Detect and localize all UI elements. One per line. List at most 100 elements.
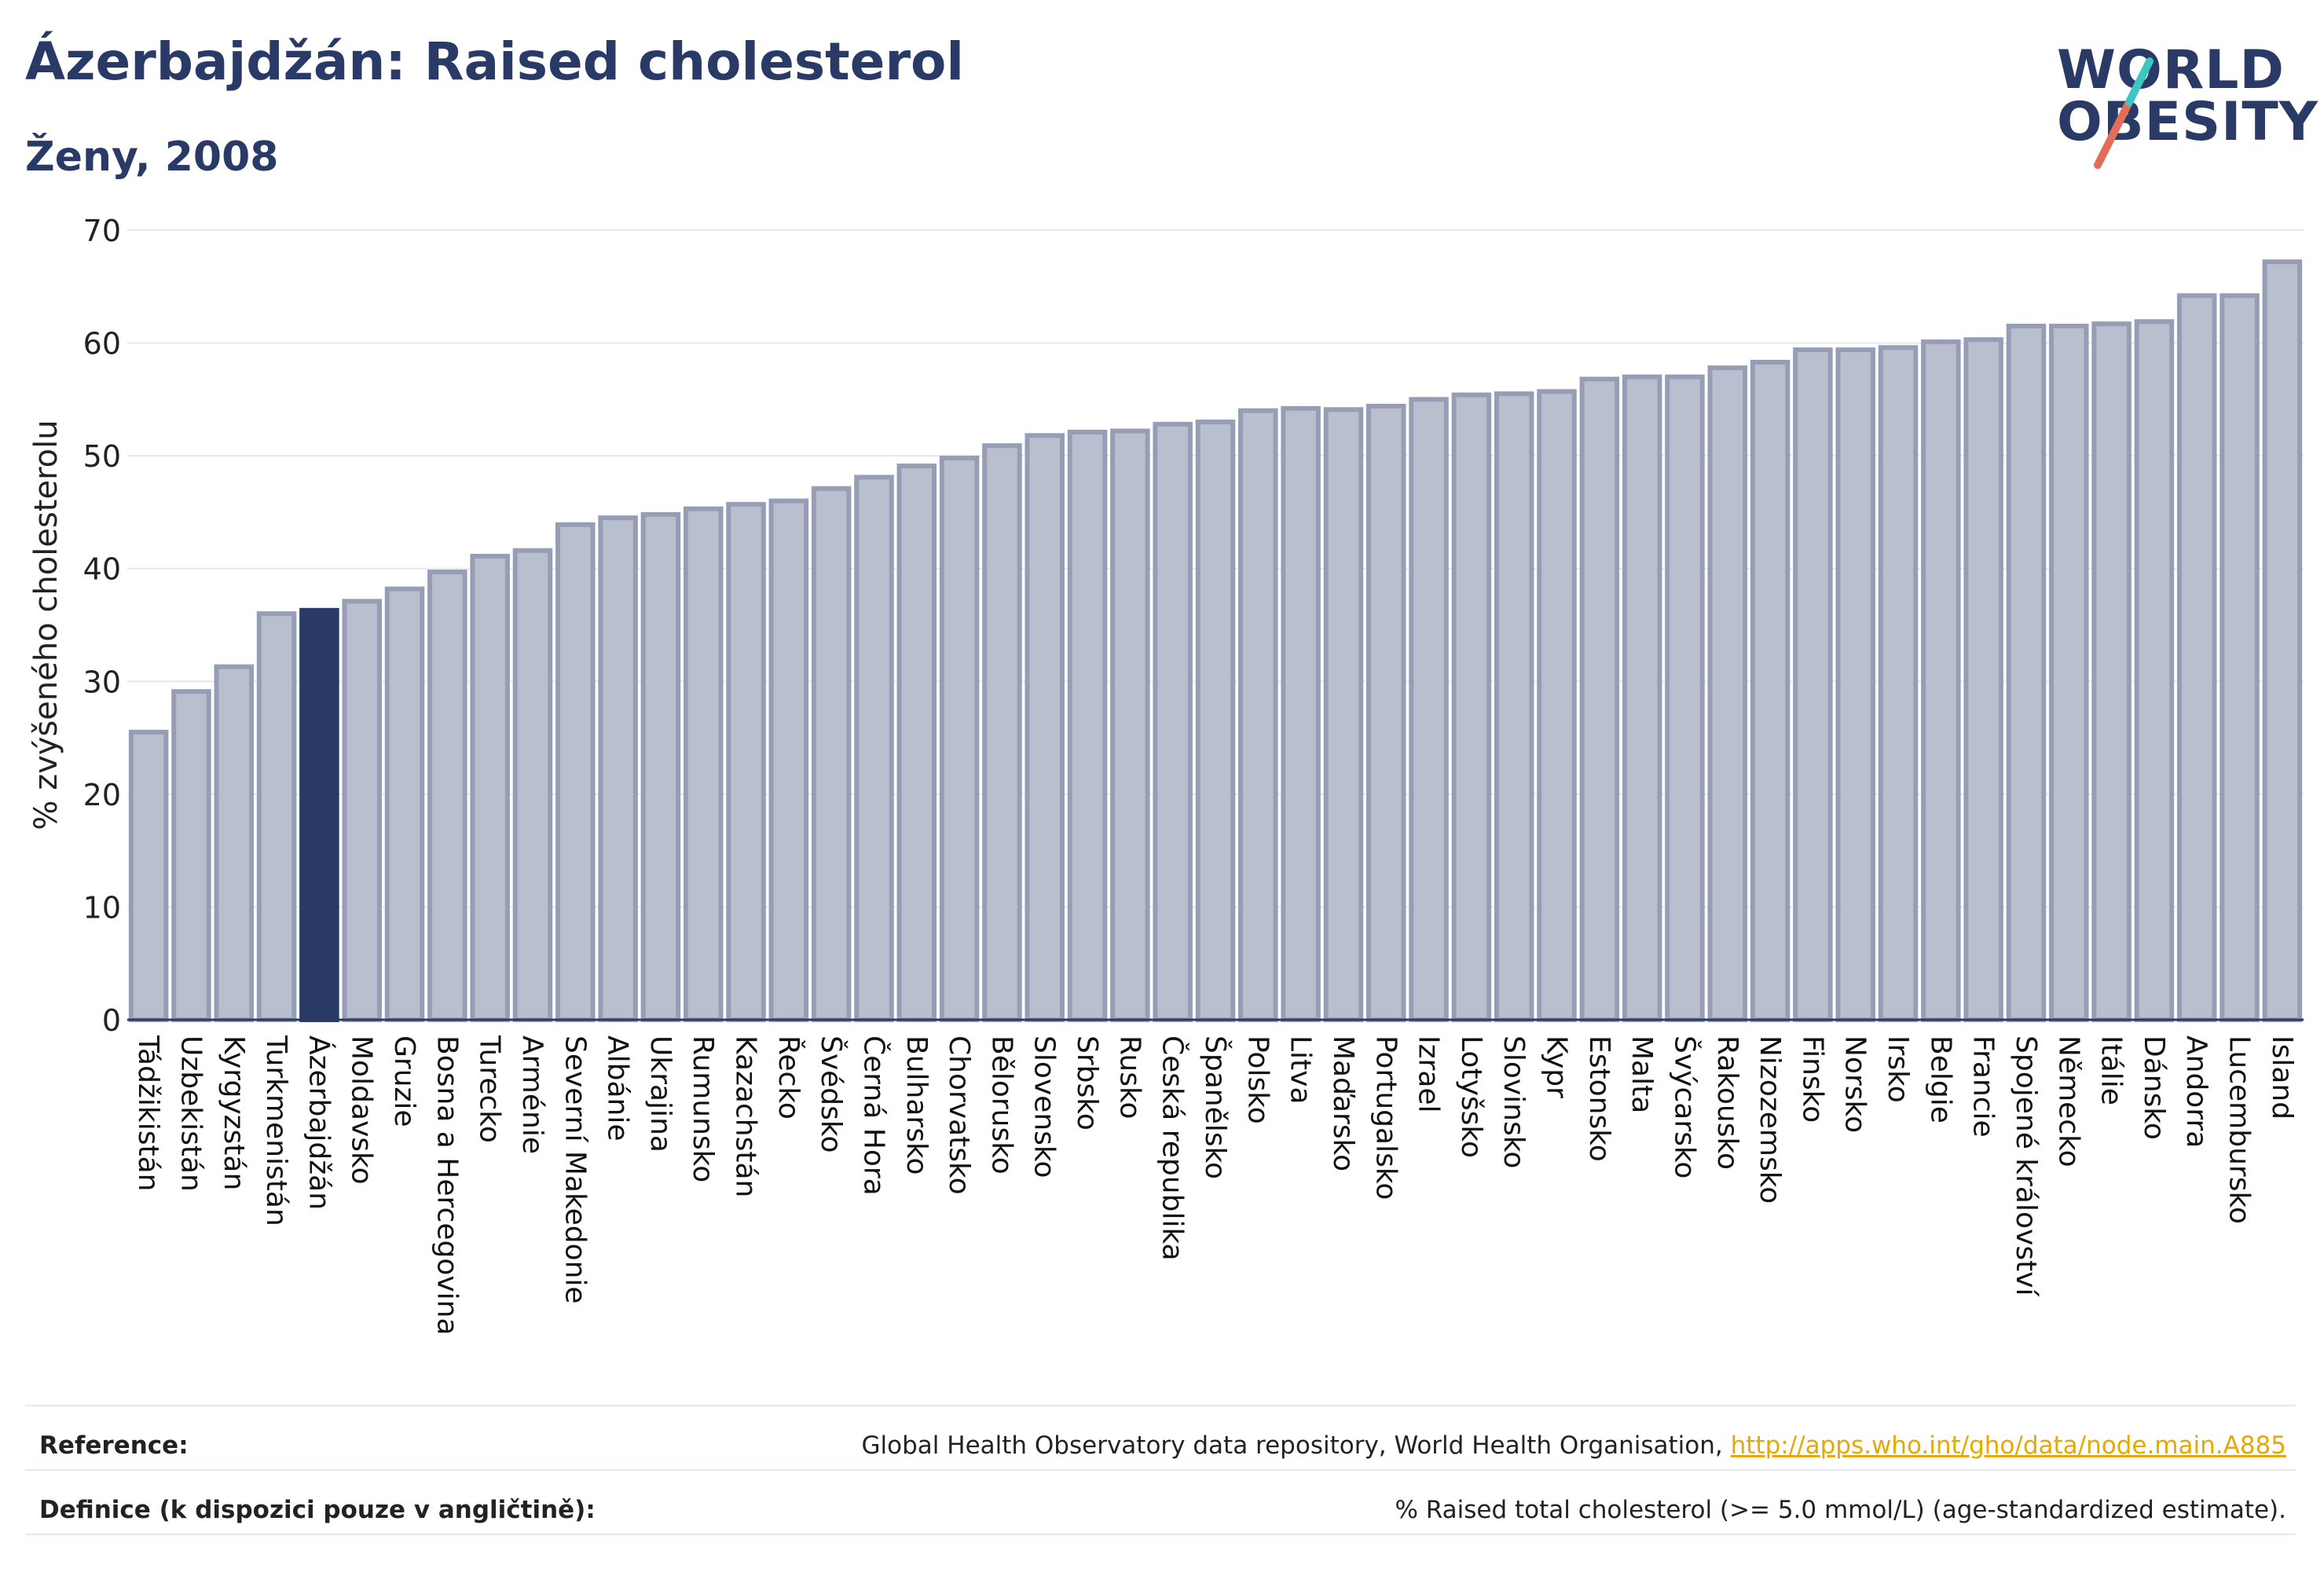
x-tick-label: Černá Hora xyxy=(857,1035,890,1196)
bar xyxy=(512,548,553,1022)
bar xyxy=(427,570,467,1022)
x-tick-label: Řecko xyxy=(772,1035,805,1120)
reference-label: Reference: xyxy=(39,1431,189,1460)
reference-text: Global Health Observatory data repositor… xyxy=(861,1431,1731,1460)
x-tick-label: Rumunsko xyxy=(687,1035,719,1182)
footer-divider xyxy=(25,1534,2296,1535)
bar xyxy=(2262,259,2303,1022)
y-tick-label: 30 xyxy=(83,665,121,699)
x-tick-label: Slovensko xyxy=(1028,1035,1061,1178)
x-tick-label: Albánie xyxy=(602,1035,634,1142)
x-tick-label: Moldavsko xyxy=(346,1035,378,1185)
bar xyxy=(1153,421,1193,1022)
bar xyxy=(1665,374,1705,1022)
x-tick-label: Nizozemsko xyxy=(1754,1035,1786,1204)
x-tick-label: Belgie xyxy=(1924,1035,1956,1123)
bar xyxy=(1835,347,1875,1022)
x-tick-label: Severní Makedonie xyxy=(559,1035,591,1304)
page-subtitle: Ženy, 2008 xyxy=(25,134,279,181)
y-tick-label: 60 xyxy=(83,327,121,361)
bar xyxy=(726,501,766,1022)
x-tick-label: Polsko xyxy=(1241,1035,1274,1124)
footer-divider xyxy=(25,1469,2296,1471)
x-tick-label: Bulharsko xyxy=(900,1035,933,1175)
x-tick-label: Uzbekistán xyxy=(174,1035,207,1192)
bar xyxy=(342,599,382,1022)
bar xyxy=(1110,428,1150,1022)
x-tick-label: Německo xyxy=(2052,1035,2084,1167)
definition-value: % Raised total cholesterol (>= 5.0 mmol/… xyxy=(1395,1496,2286,1524)
bar xyxy=(2091,321,2132,1022)
x-tick-label: Turecko xyxy=(474,1035,506,1143)
x-tick-label: Dánsko xyxy=(2138,1035,2170,1140)
y-axis-label: % zvýšeného cholesterolu xyxy=(28,420,64,830)
x-tick-label: Bělorusko xyxy=(985,1035,1017,1175)
x-tick-label: Finsko xyxy=(1796,1035,1828,1123)
x-tick-label: Kypr xyxy=(1541,1035,1573,1098)
y-tick-label: 0 xyxy=(102,1003,121,1038)
x-tick-label: Španělsko xyxy=(1199,1035,1232,1179)
bar xyxy=(640,511,681,1022)
reference-value: Global Health Observatory data repositor… xyxy=(862,1431,2286,1460)
bar xyxy=(128,729,169,1023)
x-tick-label: Kazachstán xyxy=(730,1035,762,1197)
bar xyxy=(1195,420,1236,1022)
bar xyxy=(854,475,894,1022)
x-tick-label: Litva xyxy=(1285,1035,1317,1105)
bar xyxy=(555,522,596,1022)
bar xyxy=(598,515,638,1022)
reference-link[interactable]: http://apps.who.int/gho/data/node.main.A… xyxy=(1730,1431,2286,1460)
bar xyxy=(1793,347,1833,1022)
x-tick-label: Itálie xyxy=(2095,1035,2128,1105)
y-tick-label: 40 xyxy=(83,552,121,587)
bar-chart: 0 10 20 30 40 50 60 70 % zvýšeného cholesterolu T… xyxy=(28,214,2304,1336)
x-tick-label: Estonsko xyxy=(1583,1035,1615,1162)
x-tick-label: Gruzie xyxy=(388,1035,420,1127)
y-tick-label: 20 xyxy=(83,778,121,812)
bar xyxy=(2176,293,2217,1022)
page-title: Ázerbajdžán: Raised cholesterol xyxy=(25,31,964,92)
x-tick-label: Rusko xyxy=(1113,1035,1146,1120)
bar xyxy=(896,464,937,1022)
reference-row: Reference: Global Health Observatory dat… xyxy=(25,1414,2296,1477)
bar xyxy=(1494,391,1534,1022)
y-tick-label: 10 xyxy=(83,890,121,925)
bar xyxy=(1238,408,1278,1022)
x-tick-label: Kyrgyzstán xyxy=(218,1035,250,1190)
bar xyxy=(299,607,339,1022)
bar xyxy=(768,498,809,1022)
bar xyxy=(171,689,211,1022)
world-obesity-logo: WORLD OBESITY xyxy=(2043,39,2318,173)
x-tick-label: Srbsko xyxy=(1071,1035,1103,1131)
bar xyxy=(683,506,724,1022)
bar xyxy=(2134,319,2175,1022)
definition-label: Definice (k dispozici pouze v angličtině… xyxy=(39,1496,596,1524)
x-tick-label: Lucembursko xyxy=(2223,1035,2256,1224)
x-tick-label: Maďarsko xyxy=(1327,1035,1359,1171)
bar xyxy=(1409,397,1449,1023)
x-tick-label: Lotyšsko xyxy=(1455,1035,1487,1158)
bar xyxy=(939,456,980,1022)
definition-row: Definice (k dispozici pouze v angličtině… xyxy=(25,1479,2296,1541)
x-tick-label: Tádžikistán xyxy=(132,1035,164,1191)
bar xyxy=(1622,374,1662,1022)
bar xyxy=(1281,405,1321,1022)
logo-line-2: OBESITY xyxy=(2057,91,2319,153)
bar xyxy=(1537,389,1577,1022)
x-tick-label: Arménie xyxy=(516,1035,548,1154)
x-tick-label: Portugalsko xyxy=(1369,1035,1402,1200)
x-tick-label: Švýcarsko xyxy=(1668,1035,1701,1178)
y-tick-label: 70 xyxy=(83,214,121,248)
x-tick-label: Slovinsko xyxy=(1497,1035,1530,1168)
x-tick-label: Bosna a Hercegovina xyxy=(431,1035,463,1336)
bar xyxy=(256,611,297,1022)
x-tick-label: Turkmenistán xyxy=(260,1035,292,1226)
footer-divider xyxy=(25,1405,2296,1406)
x-tick-label: Spojené království xyxy=(2010,1035,2042,1297)
bar xyxy=(982,443,1022,1022)
bar xyxy=(2006,324,2047,1022)
x-tick-label: Andorra xyxy=(2180,1035,2212,1148)
bar xyxy=(1025,433,1065,1022)
bar xyxy=(2220,293,2260,1022)
y-tick-label: 50 xyxy=(83,439,121,474)
